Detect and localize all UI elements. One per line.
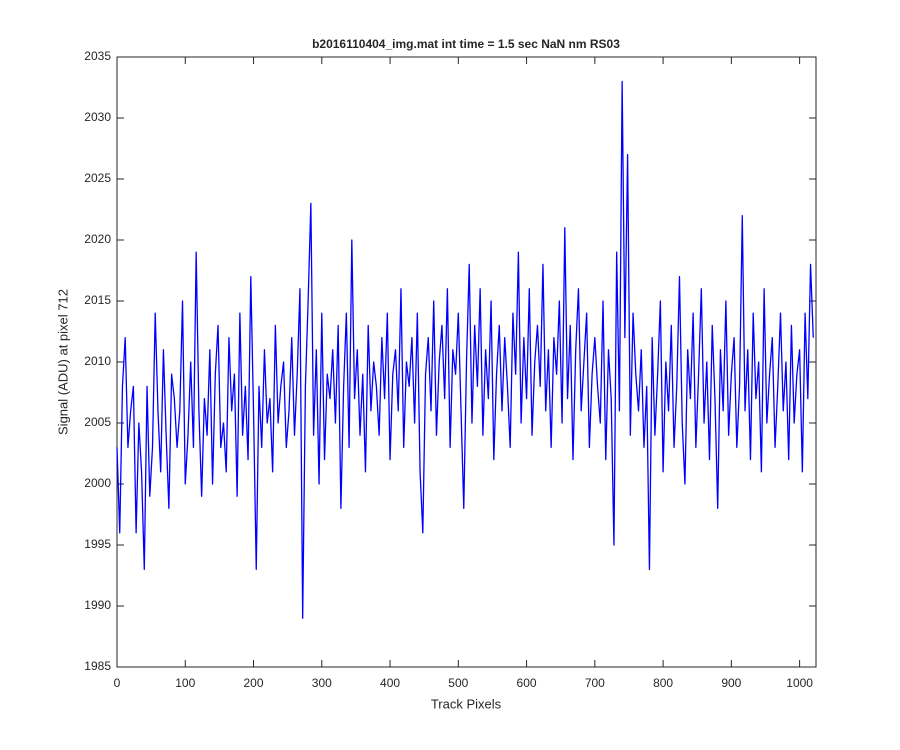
y-tick-label: 2030 [84, 110, 111, 124]
x-axis-label: Track Pixels [431, 696, 502, 711]
y-tick-label: 2035 [84, 49, 111, 63]
data-line [116, 80, 814, 619]
x-tick-label: 300 [312, 676, 332, 690]
x-tick-label: 900 [721, 676, 741, 690]
x-tick-label: 700 [585, 676, 605, 690]
y-tick-label: 2000 [84, 476, 111, 490]
y-tick-label: 2015 [84, 293, 111, 307]
y-tick-label: 1995 [84, 537, 111, 551]
x-tick-label: 400 [380, 676, 400, 690]
y-axis-label: Signal (ADU) at pixel 712 [55, 289, 70, 435]
x-tick-label: 100 [175, 676, 195, 690]
x-tick-label: 200 [244, 676, 264, 690]
x-tick-label: 0 [114, 676, 121, 690]
y-tick-label: 1985 [84, 659, 111, 673]
y-tick-label: 2025 [84, 171, 111, 185]
x-tick-label: 1000 [786, 676, 813, 690]
chart-title: b2016110404_img.mat int time = 1.5 sec N… [312, 37, 620, 51]
y-tick-label: 2020 [84, 232, 111, 246]
y-tick-label: 2005 [84, 415, 111, 429]
y-tick-label: 1990 [84, 598, 111, 612]
y-tick-label: 2010 [84, 354, 111, 368]
x-tick-label: 800 [653, 676, 673, 690]
x-tick-label: 500 [448, 676, 468, 690]
x-tick-label: 600 [517, 676, 537, 690]
